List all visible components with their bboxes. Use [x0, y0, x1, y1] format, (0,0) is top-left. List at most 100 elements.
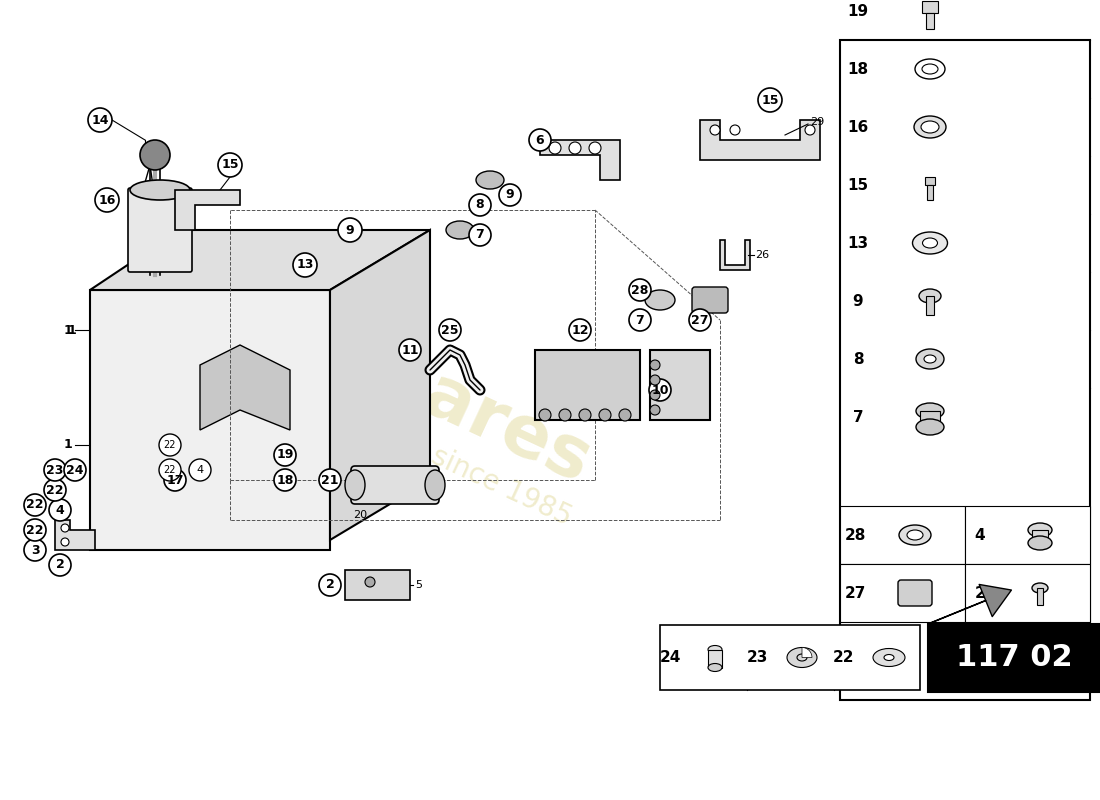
Circle shape: [650, 360, 660, 370]
Text: 17: 17: [166, 474, 184, 486]
Text: 16: 16: [847, 119, 869, 134]
Circle shape: [95, 188, 119, 212]
Polygon shape: [330, 230, 430, 540]
Bar: [965, 564, 1090, 622]
Text: 18: 18: [276, 474, 294, 486]
Circle shape: [649, 379, 671, 401]
Circle shape: [569, 319, 591, 341]
Ellipse shape: [708, 646, 722, 654]
Text: 27: 27: [691, 314, 708, 326]
Circle shape: [529, 129, 551, 151]
Text: 28: 28: [631, 283, 649, 297]
Text: 15: 15: [221, 158, 239, 171]
Text: 7: 7: [475, 229, 484, 242]
Text: 2: 2: [326, 578, 334, 591]
Bar: [925, 177, 935, 185]
Text: a passion for parts since 1985: a passion for parts since 1985: [184, 329, 576, 531]
Circle shape: [338, 218, 362, 242]
Circle shape: [805, 125, 815, 135]
Circle shape: [469, 224, 491, 246]
Text: 15: 15: [761, 94, 779, 106]
Circle shape: [539, 409, 551, 421]
Circle shape: [559, 409, 571, 421]
Ellipse shape: [918, 289, 940, 303]
Bar: [927, 185, 933, 200]
Ellipse shape: [1028, 523, 1052, 537]
Bar: [922, 1, 938, 13]
Circle shape: [600, 409, 610, 421]
FancyBboxPatch shape: [128, 188, 192, 272]
Circle shape: [50, 499, 72, 521]
Text: 4: 4: [56, 503, 65, 517]
Text: 26: 26: [755, 250, 769, 260]
Text: 1: 1: [64, 323, 73, 337]
Text: 22: 22: [26, 523, 44, 537]
Text: 24: 24: [66, 463, 84, 477]
Ellipse shape: [425, 470, 446, 500]
Circle shape: [469, 194, 491, 216]
Circle shape: [588, 142, 601, 154]
Polygon shape: [700, 120, 820, 160]
Ellipse shape: [916, 419, 944, 435]
Polygon shape: [720, 240, 750, 270]
Bar: [1037, 588, 1043, 605]
Ellipse shape: [476, 171, 504, 189]
Text: 20: 20: [353, 510, 367, 520]
Circle shape: [293, 253, 317, 277]
Ellipse shape: [786, 647, 817, 667]
Ellipse shape: [645, 290, 675, 310]
Bar: [840, 506, 965, 564]
Text: 22: 22: [164, 465, 176, 475]
Circle shape: [140, 140, 170, 170]
Circle shape: [730, 125, 740, 135]
Polygon shape: [535, 350, 640, 420]
Text: 2: 2: [975, 586, 986, 601]
Bar: [965, 506, 1090, 564]
Bar: [1032, 530, 1048, 543]
Wedge shape: [802, 647, 812, 658]
Text: 7: 7: [852, 410, 864, 425]
Circle shape: [44, 479, 66, 501]
Text: 5: 5: [415, 580, 422, 590]
Circle shape: [88, 108, 112, 132]
Polygon shape: [345, 570, 410, 600]
Ellipse shape: [914, 116, 946, 138]
Circle shape: [44, 459, 66, 481]
Text: 6: 6: [536, 134, 544, 146]
Ellipse shape: [884, 654, 894, 661]
Text: 1: 1: [64, 438, 73, 451]
Text: 22: 22: [164, 440, 176, 450]
Circle shape: [160, 434, 182, 456]
Ellipse shape: [1028, 536, 1052, 550]
Ellipse shape: [915, 59, 945, 79]
Polygon shape: [200, 345, 290, 430]
Polygon shape: [175, 190, 240, 230]
Text: 19: 19: [276, 449, 294, 462]
Text: 14: 14: [91, 114, 109, 126]
Ellipse shape: [1032, 583, 1048, 593]
Circle shape: [619, 409, 631, 421]
Bar: [920, 411, 940, 427]
Text: 19: 19: [847, 3, 869, 18]
Ellipse shape: [916, 403, 944, 419]
Circle shape: [629, 279, 651, 301]
Text: 7: 7: [636, 314, 645, 326]
Circle shape: [689, 309, 711, 331]
Circle shape: [758, 88, 782, 112]
Circle shape: [64, 459, 86, 481]
Circle shape: [569, 142, 581, 154]
Text: 25: 25: [441, 323, 459, 337]
Circle shape: [549, 142, 561, 154]
Circle shape: [319, 469, 341, 491]
Circle shape: [710, 125, 720, 135]
Bar: [660, 625, 920, 690]
Bar: [840, 564, 965, 622]
FancyBboxPatch shape: [351, 466, 439, 504]
Text: 13: 13: [296, 258, 314, 271]
Text: 4: 4: [197, 465, 204, 475]
Circle shape: [629, 309, 651, 331]
Polygon shape: [90, 230, 430, 290]
Text: 117 02: 117 02: [956, 643, 1072, 673]
Ellipse shape: [798, 654, 807, 661]
Text: 9: 9: [506, 189, 515, 202]
